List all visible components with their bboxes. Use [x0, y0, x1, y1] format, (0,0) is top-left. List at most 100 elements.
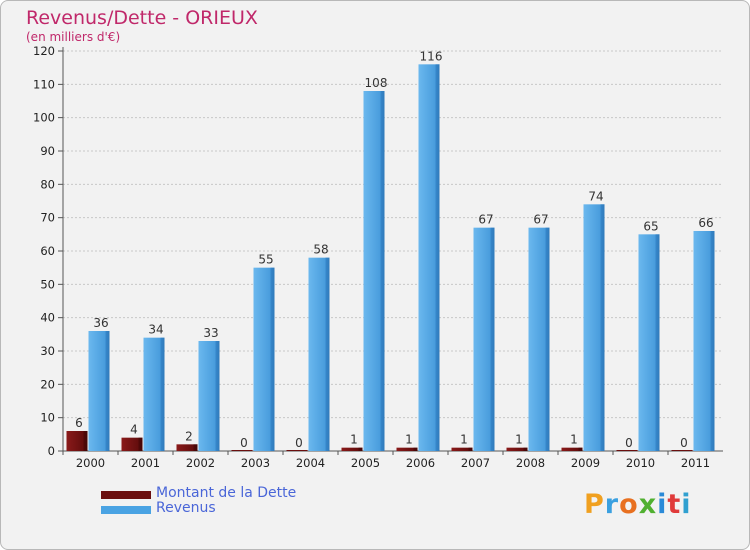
value-label-revenus-2007: 67	[478, 213, 493, 227]
bar-shade-revenus-2000	[105, 331, 110, 451]
value-label-dette-2000: 6	[75, 416, 83, 430]
x-tick-label-2005: 2005	[351, 456, 380, 470]
bar-shade-revenus-2007	[490, 227, 495, 451]
bar-revenus-2006	[418, 64, 440, 452]
y-tick-label-110: 110	[33, 77, 55, 91]
bar-dette-2000	[66, 431, 88, 451]
bar-shade-dette-2009	[578, 447, 583, 451]
y-tick-label-100: 100	[33, 111, 55, 125]
y-tick-label-120: 120	[33, 44, 55, 58]
bar-dette-2002	[176, 444, 198, 451]
value-label-dette-2004: 0	[295, 436, 303, 450]
bar-shade-dette-2006	[413, 447, 418, 451]
bar-dette-2003	[231, 450, 253, 451]
bar-shade-revenus-2006	[435, 64, 440, 452]
bar-revenus-2000	[88, 331, 110, 451]
bar-revenus-2001	[143, 337, 165, 451]
value-label-revenus-2005: 108	[365, 76, 388, 90]
value-label-dette-2011: 0	[680, 436, 688, 450]
x-tick-label-2004: 2004	[296, 456, 325, 470]
value-label-revenus-2009: 74	[588, 189, 603, 203]
bar-revenus-2010	[638, 234, 660, 451]
bar-shade-dette-2002	[193, 444, 198, 451]
x-tick-label-2011: 2011	[681, 456, 710, 470]
value-label-revenus-2004: 58	[313, 243, 328, 257]
value-label-dette-2002: 2	[185, 429, 193, 443]
bar-shade-dette-2007	[468, 447, 473, 451]
value-label-revenus-2011: 66	[698, 216, 713, 230]
chart-subtitle: (en milliers d'€)	[26, 30, 121, 44]
bar-shade-dette-2000	[83, 431, 88, 451]
bar-shade-revenus-2002	[215, 341, 220, 451]
value-label-revenus-2001: 34	[148, 323, 163, 337]
legend-swatch-dette	[101, 491, 151, 499]
x-tick-label-2008: 2008	[516, 456, 545, 470]
value-label-dette-2001: 4	[130, 423, 138, 437]
x-tick-label-2003: 2003	[241, 456, 270, 470]
legend-label-revenus: Revenus	[156, 500, 216, 516]
value-label-revenus-2003: 55	[258, 253, 273, 267]
bar-shade-revenus-2005	[380, 91, 385, 451]
bar-shade-revenus-2001	[160, 337, 165, 451]
y-tick-label-70: 70	[40, 211, 55, 225]
bar-dette-2001	[121, 437, 143, 451]
chart-title: Revenus/Dette - ORIEUX	[26, 7, 258, 29]
bar-shade-revenus-2011	[710, 231, 715, 451]
x-tick-label-2010: 2010	[626, 456, 655, 470]
bar-dette-2006	[396, 447, 418, 451]
bar-dette-2009	[561, 447, 583, 451]
bar-dette-2004	[286, 450, 308, 451]
bar-dette-2011	[671, 450, 693, 451]
y-tick-label-90: 90	[40, 144, 55, 158]
bar-revenus-2005	[363, 91, 385, 451]
value-label-dette-2010: 0	[625, 436, 633, 450]
bar-shade-dette-2005	[358, 447, 363, 451]
y-tick-label-30: 30	[40, 344, 55, 358]
y-tick-label-20: 20	[40, 377, 55, 391]
bar-dette-2005	[341, 447, 363, 451]
y-tick-label-80: 80	[40, 177, 55, 191]
x-tick-label-2009: 2009	[571, 456, 600, 470]
y-tick-label-40: 40	[40, 311, 55, 325]
value-label-dette-2008: 1	[515, 433, 523, 447]
bar-shade-revenus-2010	[655, 234, 660, 451]
bar-dette-2007	[451, 447, 473, 451]
bar-revenus-2004	[308, 257, 330, 451]
y-tick-label-60: 60	[40, 244, 55, 258]
x-tick-label-2000: 2000	[76, 456, 105, 470]
value-label-revenus-2000: 36	[93, 316, 108, 330]
bar-revenus-2011	[693, 231, 715, 451]
x-tick-label-2007: 2007	[461, 456, 490, 470]
value-label-dette-2003: 0	[240, 436, 248, 450]
value-label-dette-2005: 1	[350, 433, 358, 447]
bar-shade-revenus-2009	[600, 204, 605, 451]
bar-shade-revenus-2004	[325, 257, 330, 451]
bar-dette-2008	[506, 447, 528, 451]
bar-shade-revenus-2008	[545, 227, 550, 451]
value-label-revenus-2010: 65	[643, 219, 658, 233]
legend-swatch-revenus	[101, 506, 151, 514]
bar-shade-revenus-2003	[270, 267, 275, 451]
value-label-revenus-2002: 33	[203, 326, 218, 340]
value-label-revenus-2008: 67	[533, 213, 548, 227]
value-label-dette-2007: 1	[460, 433, 468, 447]
bar-revenus-2009	[583, 204, 605, 451]
y-tick-label-0: 0	[48, 444, 55, 458]
x-tick-label-2002: 2002	[186, 456, 215, 470]
legend-label-dette: Montant de la Dette	[156, 485, 297, 501]
bar-shade-dette-2008	[523, 447, 528, 451]
x-tick-label-2006: 2006	[406, 456, 435, 470]
bar-revenus-2007	[473, 227, 495, 451]
bar-revenus-2002	[198, 341, 220, 451]
bar-revenus-2008	[528, 227, 550, 451]
value-label-dette-2006: 1	[405, 433, 413, 447]
value-label-dette-2009: 1	[570, 433, 578, 447]
y-tick-label-50: 50	[40, 277, 55, 291]
value-label-revenus-2006: 116	[420, 49, 443, 63]
y-tick-label-10: 10	[40, 411, 55, 425]
bar-revenus-2003	[253, 267, 275, 451]
proxiti-logo: Proxiti	[584, 489, 692, 520]
bar-dette-2010	[616, 450, 638, 451]
